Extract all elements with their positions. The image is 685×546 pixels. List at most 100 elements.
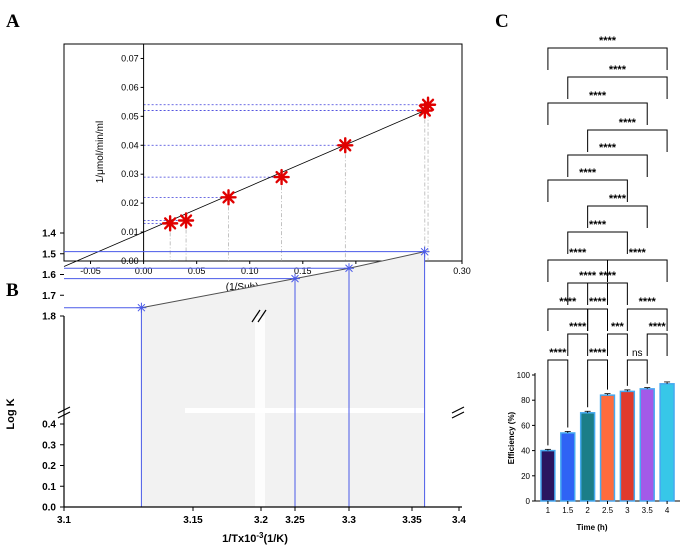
axis-break-band xyxy=(255,316,265,507)
y-tick-label: 0.0 xyxy=(42,503,56,514)
data-point xyxy=(136,302,147,313)
significance-label: **** xyxy=(609,193,627,205)
significance-bracket xyxy=(547,179,628,202)
significance-label: **** xyxy=(579,167,597,179)
significance-label: **** xyxy=(639,296,657,308)
significance-bracket xyxy=(587,205,648,228)
x-axis-break-mark xyxy=(251,309,267,323)
panel-label-c: C xyxy=(495,11,509,32)
y-tick-label: 0.04 xyxy=(121,140,139,150)
significance-bracket xyxy=(587,129,668,152)
x-tick-label: 3.2 xyxy=(254,515,268,526)
y-tick-label: 1.7 xyxy=(42,291,56,302)
data-point xyxy=(419,246,430,257)
significance-label: **** xyxy=(589,296,607,308)
x-tick-label: 3.35 xyxy=(402,515,422,526)
area-fill xyxy=(141,251,425,507)
x-tick-label: 1.5 xyxy=(562,506,574,515)
data-point xyxy=(177,212,195,229)
y-tick-label: 0.06 xyxy=(121,82,139,92)
y-axis-break-mark xyxy=(57,406,71,419)
significance-bracket xyxy=(626,308,668,331)
y-tick-label: 100 xyxy=(517,371,531,380)
significance-label: **** xyxy=(609,64,627,76)
data-point xyxy=(161,215,179,232)
x-tick-label: 1 xyxy=(546,506,551,515)
significance-bracket xyxy=(607,333,628,356)
bar xyxy=(639,388,655,502)
data-point xyxy=(273,168,290,186)
chart-b-xlabel: 1/Tx10-3(1/K) xyxy=(222,531,288,545)
significance-bracket xyxy=(587,308,608,331)
panel-label-a: A xyxy=(6,11,20,32)
significance-bracket xyxy=(587,359,608,408)
y-tick-label: 0.02 xyxy=(121,198,139,208)
y-tick-label: 0.1 xyxy=(42,482,56,493)
x-tick-label: 0.30 xyxy=(453,266,471,276)
y-tick-label: 80 xyxy=(521,396,530,405)
significance-label: **** xyxy=(569,321,587,333)
x-tick-label: 2 xyxy=(585,506,590,515)
y-axis-break-mark xyxy=(451,406,465,419)
y-tick-label: 0.05 xyxy=(121,111,139,121)
y-tick-label: 0.2 xyxy=(42,461,56,472)
panel-label-b: B xyxy=(6,280,19,301)
bar xyxy=(659,383,675,502)
significance-label: **** xyxy=(619,117,637,129)
x-tick-label: 3.4 xyxy=(452,515,466,526)
significance-bracket xyxy=(567,231,628,254)
chart-c-xlabel: Time (h) xyxy=(577,523,608,532)
y-tick-label: 0.03 xyxy=(121,169,139,179)
bar xyxy=(619,390,636,502)
data-point xyxy=(344,263,354,274)
chart-a-frame xyxy=(63,43,463,262)
x-tick-label: 3.25 xyxy=(285,515,305,526)
data-point xyxy=(337,137,354,154)
y-tick-label: 60 xyxy=(521,421,530,430)
x-tick-label: 3.5 xyxy=(642,506,654,515)
x-tick-label: 2.5 xyxy=(602,506,614,515)
x-tick-label: 0.15 xyxy=(294,266,312,276)
axis-break-band xyxy=(185,408,425,413)
significance-bracket xyxy=(607,259,668,282)
bar xyxy=(599,394,616,502)
y-tick-label: 1.6 xyxy=(42,270,56,281)
data-point xyxy=(419,96,437,113)
x-tick-label: 3.3 xyxy=(342,515,356,526)
x-tick-label: 3 xyxy=(625,506,630,515)
series-line xyxy=(141,251,425,309)
significance-label: **** xyxy=(599,270,617,282)
y-tick-label: 0.4 xyxy=(42,420,56,431)
significance-label: **** xyxy=(589,347,607,359)
chart-a-ylabel: 1/μmol/min/ml xyxy=(95,121,106,183)
significance-bracket xyxy=(547,47,668,70)
bar xyxy=(540,449,556,502)
x-tick-label: 3.1 xyxy=(57,515,71,526)
y-tick-label: 0.3 xyxy=(42,440,56,451)
significance-label: **** xyxy=(589,219,607,231)
significance-bracket xyxy=(626,359,648,386)
y-tick-label: 0.01 xyxy=(121,227,139,237)
significance-label: **** xyxy=(649,321,667,333)
chart-b-ylabel: Log K xyxy=(5,398,17,429)
x-tick-label: 0.05 xyxy=(188,266,206,276)
significance-label: **** xyxy=(599,142,617,154)
significance-bracket xyxy=(567,76,668,99)
y-tick-label: 40 xyxy=(521,447,530,456)
significance-label: ns xyxy=(632,348,643,359)
significance-bracket xyxy=(567,333,589,356)
significance-label: **** xyxy=(599,35,617,47)
bar xyxy=(579,412,596,502)
significance-label: **** xyxy=(579,270,597,282)
x-tick-label: -0.05 xyxy=(80,266,101,276)
bar xyxy=(560,432,576,502)
y-tick-label: 20 xyxy=(521,472,530,481)
data-point xyxy=(220,189,237,206)
y-tick-label: 1.8 xyxy=(42,312,56,323)
significance-label: *** xyxy=(611,321,625,333)
chart-b: 1.4 1.5 1.6 1.7 1.8 0.0 0.1 0.2 0.3 0.4 3.1 3.15 3.2… xyxy=(5,229,466,546)
significance-bracket xyxy=(646,333,668,356)
fit-line xyxy=(63,108,429,267)
x-tick-label: 0.00 xyxy=(135,266,153,276)
